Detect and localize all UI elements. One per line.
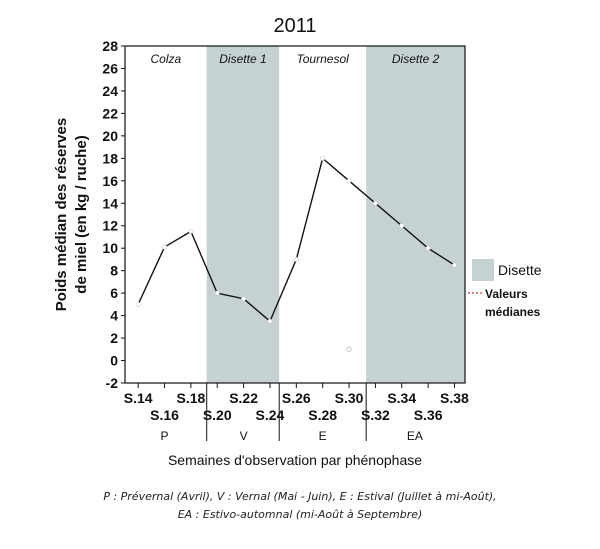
data-point	[267, 318, 273, 324]
x-tick-label: S.20	[203, 407, 232, 423]
y-tick-label: -2	[106, 375, 119, 391]
phenophase-label: P	[161, 429, 169, 443]
data-point	[214, 290, 220, 296]
phenophase-label: E	[319, 429, 327, 443]
y-tick-label: 20	[102, 128, 118, 144]
chart-title: 2011	[273, 15, 316, 37]
x-tick-label: S.14	[124, 390, 153, 406]
shortage-band	[206, 46, 280, 383]
legend-label-disette: Disette	[498, 262, 542, 278]
data-point	[188, 228, 194, 234]
period-label: Colza	[151, 52, 182, 66]
x-tick-label: S.38	[440, 390, 469, 406]
data-point-outlier	[346, 346, 352, 352]
x-tick-label: S.30	[335, 390, 364, 406]
y-tick-label: 2	[110, 330, 118, 346]
y-axis-label-line-2: de miel (en kg / ruche)	[73, 135, 90, 293]
x-tick-label: S.26	[282, 390, 311, 406]
data-point	[399, 223, 405, 229]
y-tick-label: 14	[102, 195, 118, 211]
x-tick-label: S.22	[229, 390, 258, 406]
plot-border	[124, 45, 466, 384]
period-label: Disette 2	[392, 52, 440, 66]
data-point	[135, 301, 141, 307]
y-axis-label-line-1: Poids médian des réserves	[53, 118, 70, 311]
y-tick-label: 28	[102, 38, 118, 54]
data-point	[452, 262, 457, 268]
x-tick-label: S.32	[361, 407, 390, 423]
x-tick-label: S.34	[387, 390, 416, 406]
y-tick-label: 16	[102, 173, 118, 189]
phenophase-label: V	[240, 429, 248, 443]
x-tick-label: S.16	[150, 407, 179, 423]
y-tick-label: 12	[102, 218, 118, 234]
data-point	[372, 200, 378, 206]
legend-swatch-disette	[472, 259, 494, 281]
y-tick-label: 6	[110, 285, 118, 301]
data-point	[320, 155, 326, 161]
y-tick-label: 0	[110, 353, 118, 369]
x-tick-label: S.18	[176, 390, 205, 406]
data-point	[293, 256, 299, 262]
y-tick-label: 18	[102, 150, 118, 166]
period-label: Disette 1	[219, 52, 266, 66]
caption-line-2: EA : Estivo-automnal (mi-Août à Septembr…	[177, 508, 423, 521]
y-tick-label: 22	[102, 105, 118, 121]
y-tick-label: 10	[102, 240, 118, 256]
x-tick-label: S.28	[308, 407, 337, 423]
data-point	[346, 178, 352, 184]
y-tick-label: 4	[110, 308, 118, 324]
honey-reserves-chart: 2011 Colza Disette 1 Tournesol Disette 2 -2 0 2…	[53, 15, 542, 468]
x-tick-label: S.24	[256, 407, 285, 423]
shortage-band	[366, 46, 465, 383]
x-tick-label: S.36	[414, 407, 443, 423]
y-tick-label: 8	[110, 263, 118, 279]
caption-line-1: P : Prévernal (Avril), V : Vernal (Mai -…	[103, 490, 497, 503]
phenophase-label: EA	[407, 429, 423, 443]
data-point	[241, 296, 247, 302]
legend-label-median-line-1: Valeurs	[485, 287, 528, 301]
x-axis-title: Semaines d'observation par phénophase	[168, 452, 422, 468]
legend-label-median-line-2: médianes	[485, 305, 541, 319]
y-tick-label: 24	[102, 83, 118, 99]
period-label: Tournesol	[297, 52, 350, 66]
data-point	[162, 244, 167, 250]
y-tick-label: 26	[102, 60, 118, 76]
data-point	[425, 245, 431, 251]
